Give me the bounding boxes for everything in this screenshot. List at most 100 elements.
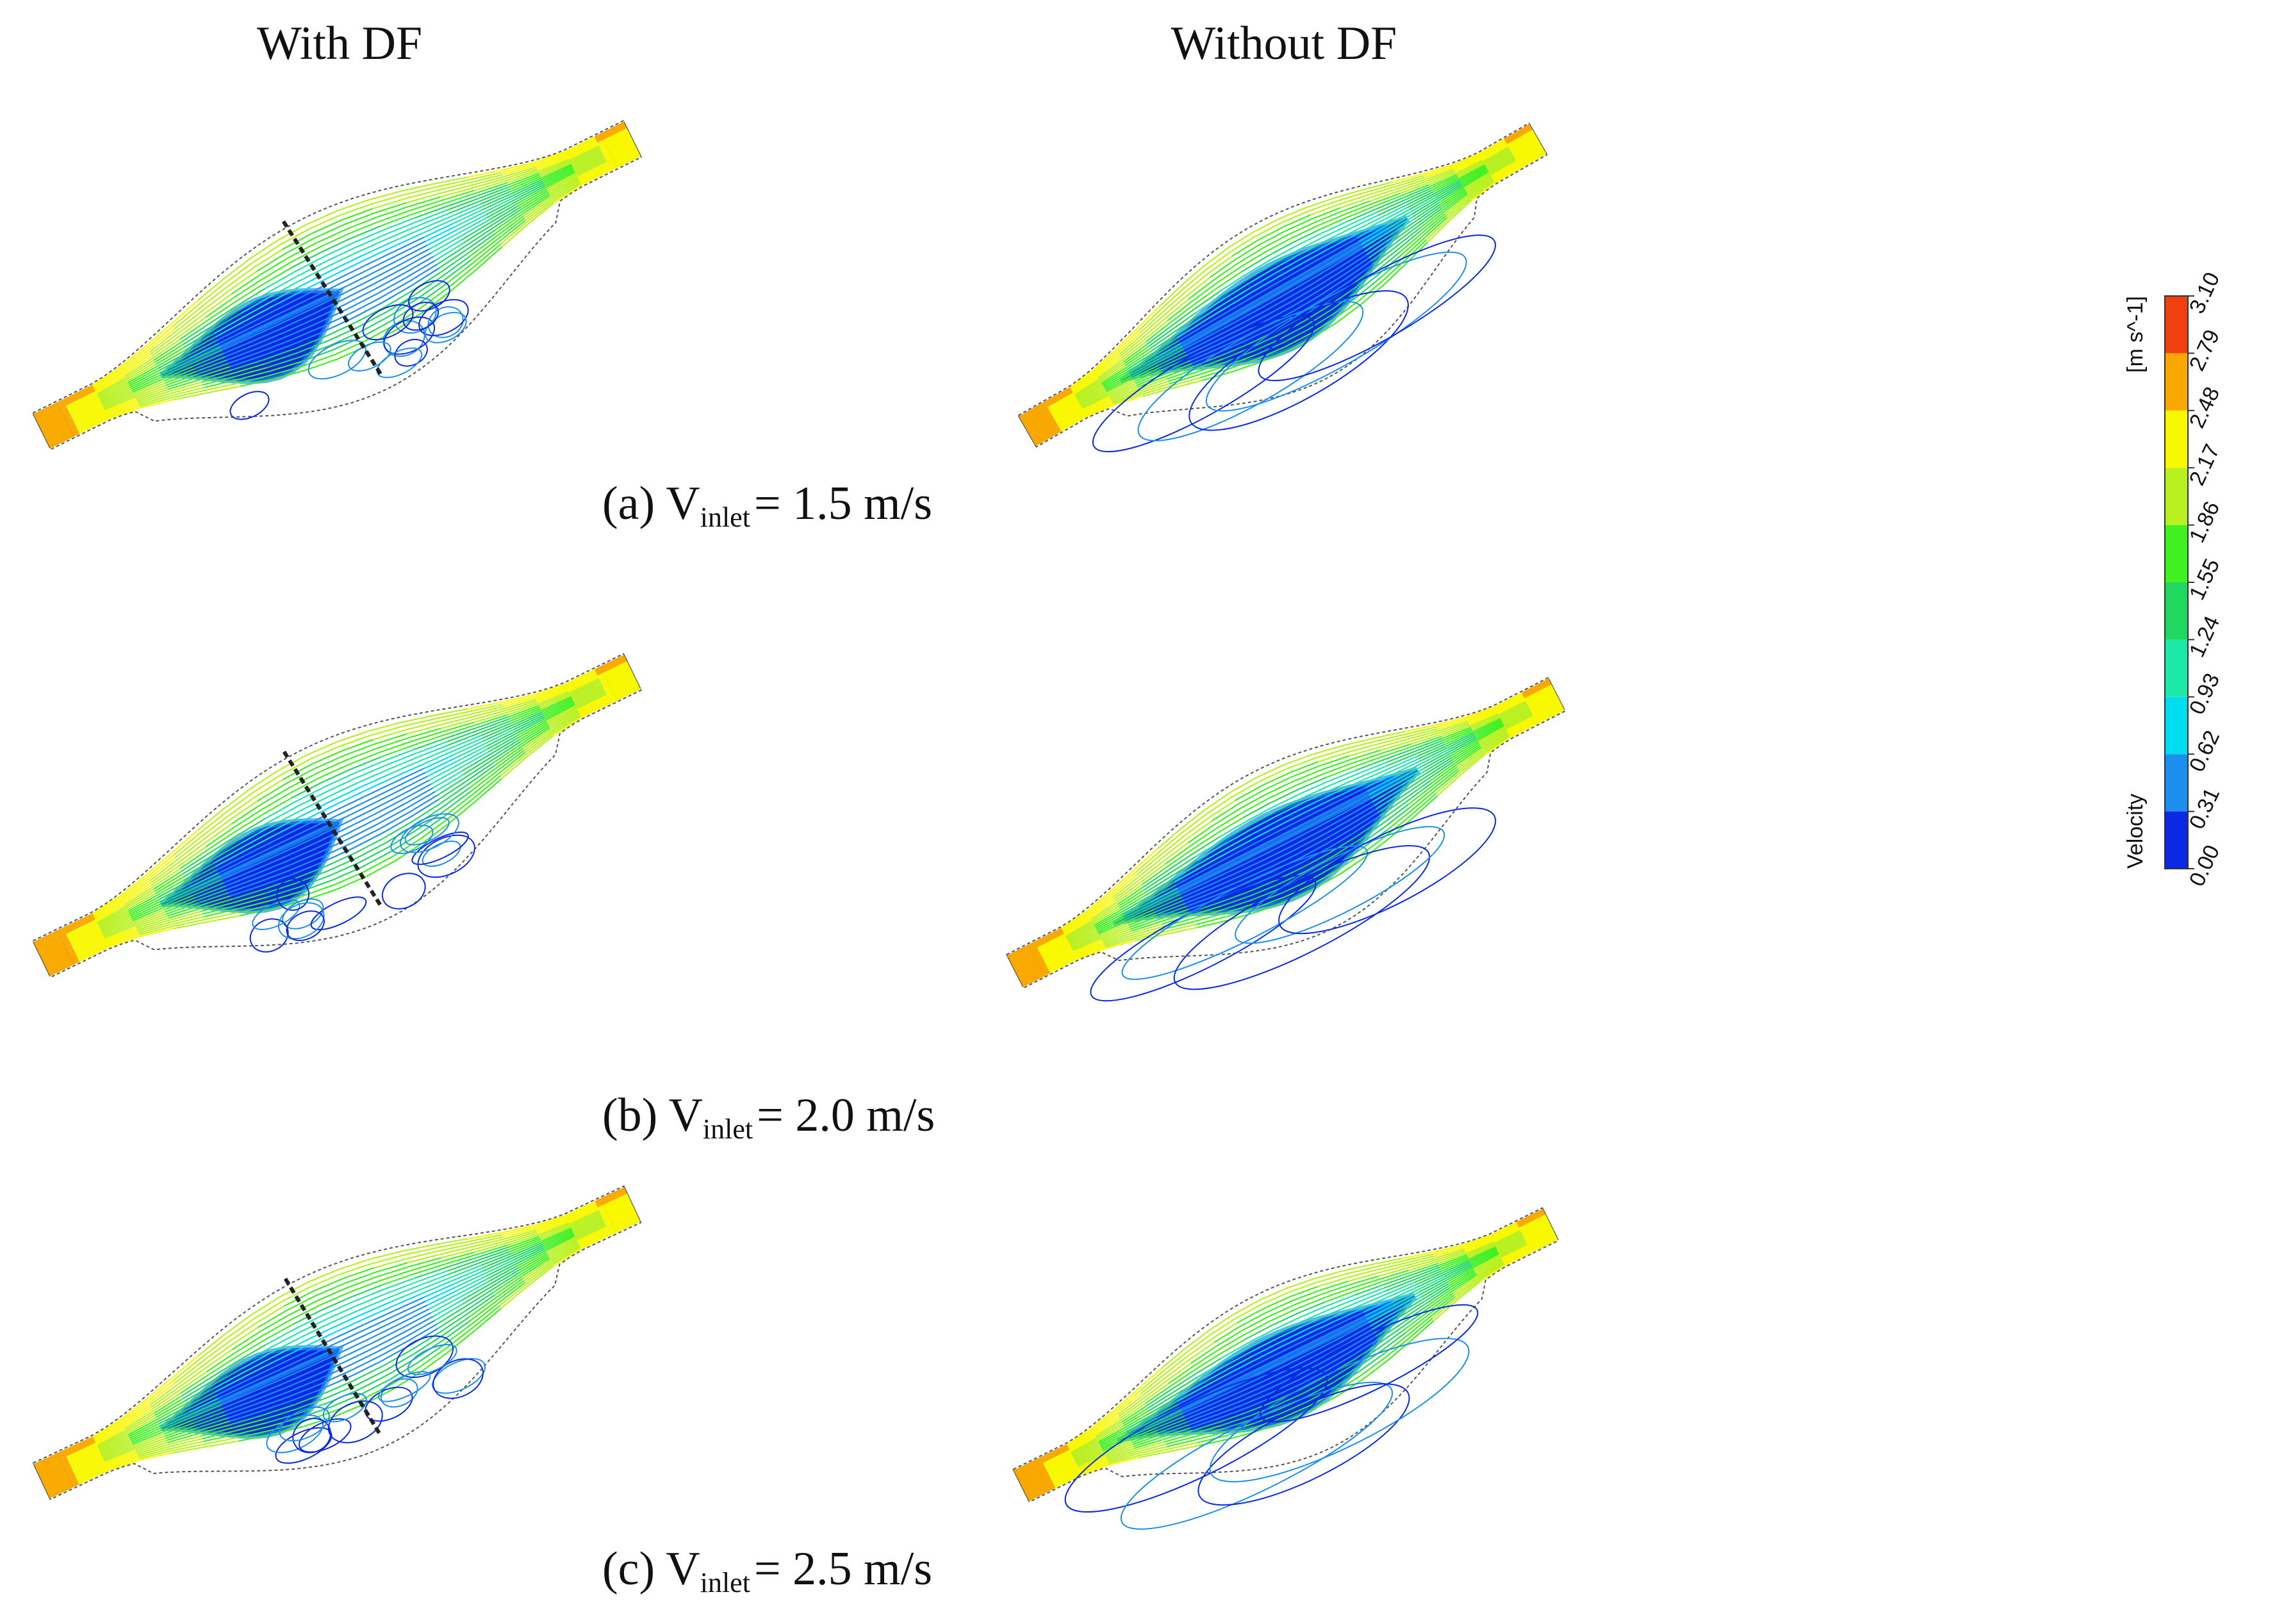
streamline bbox=[1078, 1456, 1106, 1468]
streamline bbox=[1205, 791, 1231, 810]
tick-label: 1.86 bbox=[2185, 498, 2224, 546]
streamline bbox=[1011, 949, 1039, 965]
streamline bbox=[294, 865, 326, 880]
tick-label: 2.17 bbox=[2185, 441, 2224, 489]
streamline bbox=[1453, 156, 1481, 170]
streamline bbox=[1085, 401, 1113, 415]
streamline bbox=[1299, 1305, 1328, 1318]
streamline bbox=[334, 871, 365, 886]
streamline bbox=[1053, 403, 1080, 420]
streamline bbox=[170, 1440, 204, 1450]
streamline bbox=[186, 1391, 217, 1407]
streamline bbox=[1071, 373, 1097, 392]
streamline bbox=[1075, 944, 1105, 957]
streamline bbox=[1327, 769, 1357, 782]
streamline bbox=[74, 407, 104, 424]
streamline bbox=[240, 296, 270, 315]
streamline bbox=[140, 398, 174, 409]
streamline bbox=[1374, 789, 1401, 807]
streamline bbox=[1130, 918, 1160, 930]
streamline bbox=[1209, 800, 1236, 818]
streamline bbox=[318, 308, 349, 324]
streamline bbox=[1062, 913, 1089, 931]
streamline bbox=[1092, 1410, 1117, 1431]
streamline bbox=[1490, 160, 1516, 176]
streamline bbox=[496, 215, 524, 237]
streamline bbox=[97, 379, 127, 397]
streamline bbox=[1098, 1427, 1125, 1443]
streamline bbox=[1292, 1290, 1320, 1302]
streamline bbox=[1118, 1398, 1144, 1418]
streamline bbox=[1252, 218, 1279, 233]
streamline bbox=[238, 904, 272, 914]
streamline bbox=[315, 1282, 346, 1297]
streamline bbox=[1057, 410, 1084, 426]
streamline bbox=[1409, 1263, 1438, 1274]
tick-label: 2.48 bbox=[2185, 383, 2224, 432]
streamline bbox=[1482, 733, 1509, 751]
streamline bbox=[542, 1230, 573, 1245]
duct-outline bbox=[31, 120, 643, 450]
streamline bbox=[273, 820, 304, 837]
streamline bbox=[1477, 1259, 1503, 1277]
streamline bbox=[235, 1425, 269, 1436]
streamline bbox=[246, 309, 277, 326]
streamline bbox=[1240, 1316, 1268, 1332]
streamline bbox=[1256, 226, 1284, 242]
streamline bbox=[1230, 776, 1258, 793]
streamline bbox=[1047, 391, 1073, 407]
streamline bbox=[1195, 840, 1222, 858]
streamline bbox=[1427, 220, 1450, 243]
streamline bbox=[1267, 1371, 1295, 1386]
streamline bbox=[235, 1340, 265, 1358]
streamline bbox=[505, 1233, 538, 1244]
streamline bbox=[607, 1213, 637, 1229]
streamline bbox=[352, 302, 383, 319]
streamline bbox=[1199, 302, 1226, 320]
streamline bbox=[447, 1259, 479, 1272]
streamline bbox=[1181, 884, 1211, 898]
streamline bbox=[1249, 272, 1276, 289]
streamline bbox=[348, 220, 380, 235]
streamline bbox=[1283, 214, 1311, 228]
streamline bbox=[281, 1286, 311, 1302]
streamline bbox=[1046, 952, 1075, 967]
streamline bbox=[288, 1379, 319, 1393]
streamline bbox=[37, 1456, 67, 1472]
streamline bbox=[1097, 357, 1122, 377]
streamline bbox=[167, 905, 199, 917]
streamline bbox=[370, 194, 403, 205]
streamline bbox=[1502, 707, 1530, 723]
streamline bbox=[289, 777, 320, 794]
streamline-loop bbox=[407, 280, 450, 312]
streamline bbox=[1107, 381, 1135, 395]
streamline bbox=[70, 930, 101, 946]
streamline bbox=[1190, 284, 1215, 303]
streamline bbox=[578, 1229, 609, 1245]
streamline bbox=[1175, 1383, 1202, 1399]
streamline bbox=[1447, 735, 1476, 751]
streamline bbox=[1094, 909, 1121, 926]
streamline bbox=[1460, 754, 1486, 775]
streamline bbox=[101, 1442, 133, 1457]
streamline bbox=[492, 209, 521, 229]
streamline bbox=[1069, 930, 1097, 946]
streamline bbox=[1074, 1445, 1101, 1461]
streamline bbox=[536, 156, 568, 170]
streamline bbox=[46, 426, 77, 442]
streamline bbox=[566, 1203, 596, 1219]
streamline bbox=[1374, 1259, 1404, 1268]
streamline bbox=[374, 1258, 406, 1269]
streamline bbox=[1273, 862, 1302, 877]
caption-label: (c) V bbox=[602, 1543, 700, 1595]
streamline bbox=[567, 141, 598, 158]
streamline bbox=[552, 715, 581, 735]
streamline bbox=[149, 331, 177, 353]
streamline bbox=[1407, 1259, 1437, 1269]
streamline bbox=[485, 730, 516, 748]
streamline bbox=[320, 1370, 350, 1385]
streamline bbox=[402, 1312, 432, 1329]
streamline bbox=[204, 823, 233, 844]
streamline bbox=[1040, 1445, 1068, 1460]
streamline bbox=[73, 406, 104, 423]
